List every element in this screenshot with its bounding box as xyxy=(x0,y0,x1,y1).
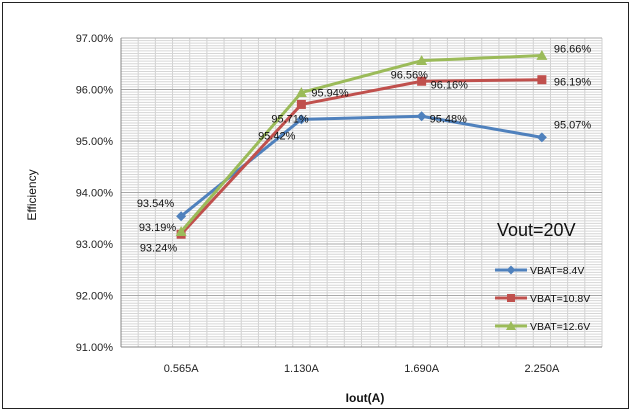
data-label: 95.71% xyxy=(271,113,309,125)
y-tick-label: 92.00% xyxy=(76,291,114,303)
data-label: 93.19% xyxy=(139,222,177,234)
series-line xyxy=(179,54,542,233)
data-point xyxy=(417,76,427,86)
legend-label: VBAT=8.4V xyxy=(530,265,584,277)
y-tick-label: 96.00% xyxy=(76,85,114,97)
legend-label: VBAT=12.6V xyxy=(530,321,590,333)
y-tick-label: 93.00% xyxy=(76,239,114,251)
data-label: 93.24% xyxy=(140,243,178,255)
data-point xyxy=(537,75,547,85)
ticks: 91.00% 92.00% 93.00% 94.00% 95.00% 96.00% 97.0… xyxy=(76,33,560,375)
x-tick-label: 0.565A xyxy=(164,363,200,375)
data-labels: 93.54% 95.42% 95.48% 95.07% 93.19% 95.71% 96.1… xyxy=(137,44,592,255)
annotation-vout: Vout=20V xyxy=(497,220,576,240)
data-point xyxy=(176,211,187,222)
y-tick-label: 94.00% xyxy=(76,188,114,200)
legend-label: VBAT=10.8V xyxy=(530,293,590,305)
data-point xyxy=(507,294,515,302)
data-label: 95.94% xyxy=(311,88,349,100)
data-point xyxy=(536,132,547,143)
y-tick-label: 95.00% xyxy=(76,136,114,148)
data-point xyxy=(536,50,548,60)
data-point xyxy=(416,111,427,122)
data-label: 95.42% xyxy=(258,130,296,142)
x-tick-label: 1.130A xyxy=(284,363,320,375)
legend: VBAT=8.4V VBAT=10.8V VBAT=12.6V xyxy=(495,265,590,333)
y-tick-label: 97.00% xyxy=(76,33,114,45)
data-point xyxy=(416,55,428,66)
data-point xyxy=(296,99,306,109)
data-point xyxy=(175,226,187,237)
data-point xyxy=(506,265,516,275)
grid xyxy=(120,37,603,348)
series-lines xyxy=(175,50,548,239)
data-label: 93.54% xyxy=(137,198,175,210)
data-point xyxy=(296,114,307,125)
data-label: 95.07% xyxy=(554,119,592,131)
x-tick-label: 2.250A xyxy=(524,363,560,375)
y-tick-label: 91.00% xyxy=(76,342,114,354)
data-label: 96.19% xyxy=(554,77,592,89)
data-point xyxy=(506,321,516,330)
data-label: 96.66% xyxy=(554,44,592,56)
data-point xyxy=(295,87,307,97)
data-label: 96.56% xyxy=(391,70,429,82)
y-axis-label: Efficiency xyxy=(25,169,39,220)
x-tick-label: 1.690A xyxy=(404,363,440,375)
data-label: 96.16% xyxy=(431,79,469,91)
series-line xyxy=(180,78,542,236)
x-axis-label: Iout(A) xyxy=(346,391,385,405)
data-label: 95.48% xyxy=(430,113,468,125)
